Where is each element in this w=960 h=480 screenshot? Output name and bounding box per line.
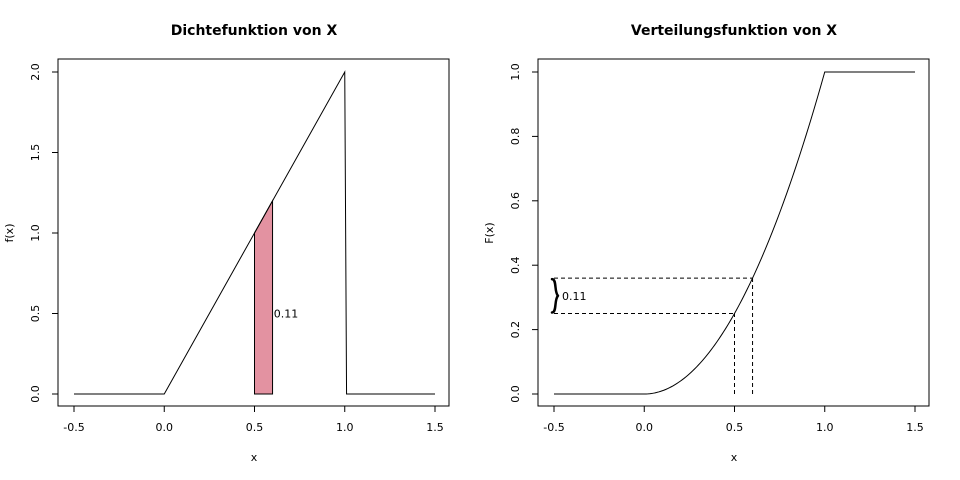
cdf-y-tick-label: 0.4 (509, 256, 522, 274)
cdf-x-tick-label: 0.0 (636, 421, 654, 434)
density-x-tick-label: 0.0 (156, 421, 174, 434)
density-y-tick-label: 1.5 (29, 144, 42, 162)
probability-area (254, 198, 274, 395)
density-y-label: f(x) (3, 224, 16, 243)
cdf-title: Verteilungsfunktion von X (631, 23, 837, 39)
cdf-y-tick-label: 0.2 (509, 321, 522, 339)
cdf-y-tick-label: 1.0 (509, 63, 522, 81)
density-y-tick-label: 0.5 (29, 305, 42, 323)
density-x-axis: -0.5 0.0 0.5 1.0 1.5 (63, 406, 444, 434)
cdf-panel: Verteilungsfunktion von X -0.5 0.0 0.5 1.0 1… (483, 23, 930, 464)
density-x-tick-label: 0.5 (246, 421, 264, 434)
cdf-y-label: F(x) (483, 222, 496, 243)
cdf-y-tick-label: 0.0 (509, 385, 522, 403)
density-curve (74, 70, 435, 395)
density-y-tick-label: 0.0 (29, 385, 42, 403)
density-x-tick-label: 1.5 (426, 421, 444, 434)
cdf-y-tick-label: 0.6 (509, 192, 522, 210)
cdf-curve (554, 71, 915, 395)
cdf-y-axis: 0.0 0.2 0.4 0.6 0.8 1.0 (509, 63, 538, 403)
cdf-x-tick-label: 1.0 (816, 421, 834, 434)
density-plot-frame (57, 58, 450, 407)
density-y-tick-label: 2.0 (29, 63, 42, 81)
cdf-x-axis: -0.5 0.0 0.5 1.0 1.5 (543, 406, 924, 434)
cdf-x-tick-label: 0.5 (726, 421, 744, 434)
cdf-plot-frame (537, 58, 930, 407)
cdf-x-tick-label: 1.5 (906, 421, 924, 434)
difference-value-label: 0.11 (562, 290, 587, 303)
reference-lines (554, 277, 754, 394)
cdf-y-tick-label: 0.8 (509, 128, 522, 146)
cdf-x-label: x (731, 451, 738, 464)
density-x-tick-label: -0.5 (63, 421, 84, 434)
cdf-x-tick-label: -0.5 (543, 421, 564, 434)
brace-icon (550, 277, 560, 314)
area-value-label: 0.11 (274, 308, 299, 321)
density-y-axis: 0.0 0.5 1.0 1.5 2.0 (29, 63, 58, 403)
density-x-label: x (251, 451, 258, 464)
density-x-tick-label: 1.0 (336, 421, 354, 434)
density-y-tick-label: 1.0 (29, 224, 42, 242)
density-panel: Dichtefunktion von X -0.5 0.0 0.5 1.0 1.5 0.… (3, 23, 450, 464)
density-title: Dichtefunktion von X (171, 23, 338, 39)
